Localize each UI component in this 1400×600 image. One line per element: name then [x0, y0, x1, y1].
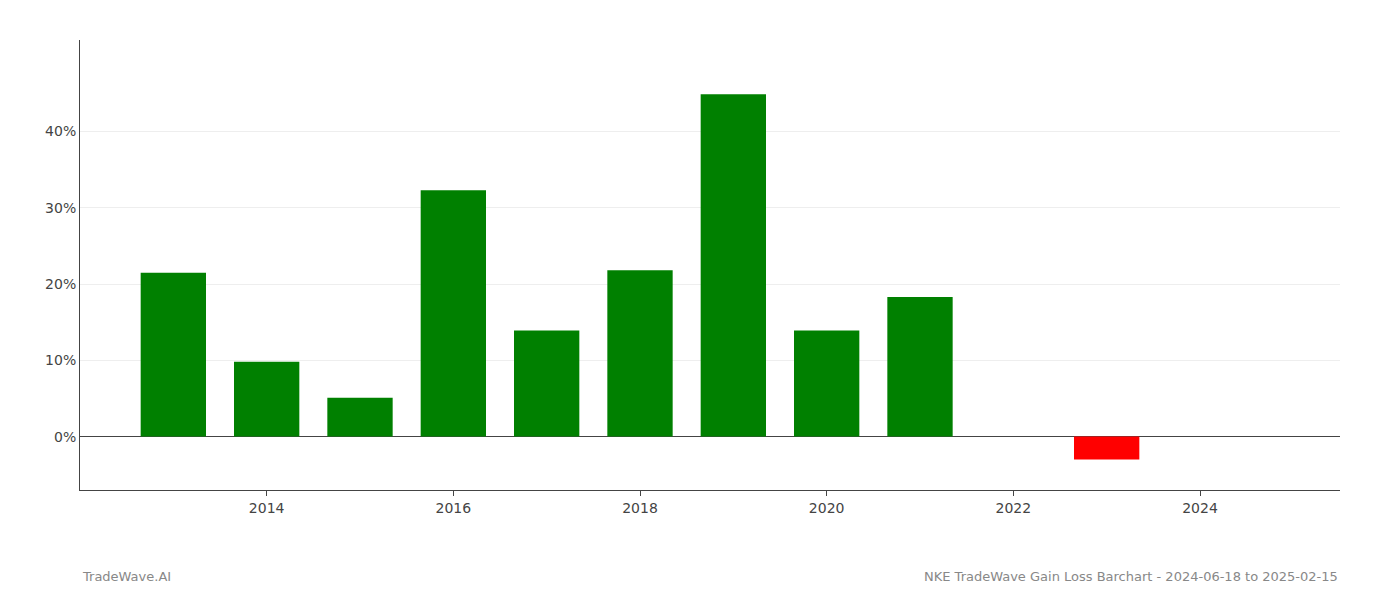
- svg-text:2024: 2024: [1182, 500, 1218, 516]
- svg-text:20%: 20%: [45, 276, 76, 292]
- svg-text:10%: 10%: [45, 352, 76, 368]
- svg-text:NKE TradeWave Gain Loss Barcha: NKE TradeWave Gain Loss Barchart - 2024-…: [924, 569, 1338, 584]
- svg-text:40%: 40%: [45, 123, 76, 139]
- svg-text:2016: 2016: [436, 500, 472, 516]
- svg-text:2020: 2020: [809, 500, 845, 516]
- svg-text:2014: 2014: [249, 500, 285, 516]
- svg-text:2022: 2022: [996, 500, 1032, 516]
- svg-text:0%: 0%: [54, 429, 76, 445]
- svg-text:2018: 2018: [622, 500, 658, 516]
- svg-text:TradeWave.AI: TradeWave.AI: [82, 569, 171, 584]
- svg-text:30%: 30%: [45, 200, 76, 216]
